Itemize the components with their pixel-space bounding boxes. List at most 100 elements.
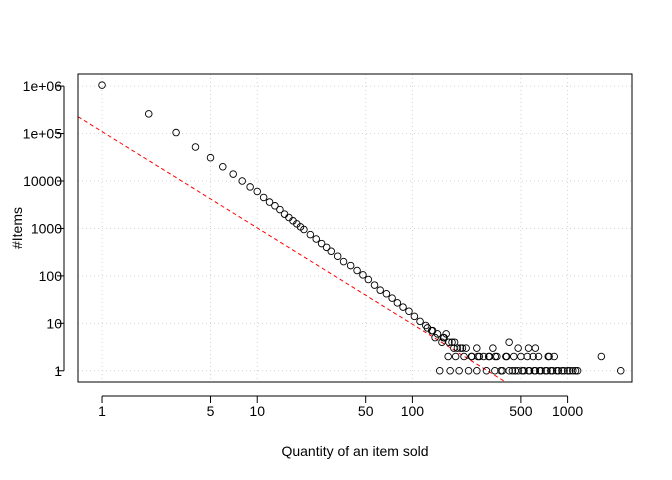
data-point xyxy=(359,271,367,279)
data-point xyxy=(541,367,550,375)
data-point xyxy=(545,352,553,361)
data-point xyxy=(502,352,510,361)
data-point xyxy=(524,367,533,375)
data-point xyxy=(399,303,407,311)
data-point xyxy=(484,352,493,361)
fit-line-group xyxy=(78,116,507,382)
data-point xyxy=(534,352,543,361)
fit-line xyxy=(78,116,507,382)
data-point xyxy=(524,344,533,352)
data-point xyxy=(191,143,200,151)
data-point xyxy=(510,352,518,361)
data-point xyxy=(473,367,481,375)
data-point xyxy=(451,352,460,361)
data-point xyxy=(571,367,580,375)
data-point xyxy=(573,367,582,375)
data-point xyxy=(446,367,454,375)
data-point xyxy=(455,367,463,375)
data-point xyxy=(514,344,522,352)
y-tick-label: 100 xyxy=(39,268,63,284)
data-point xyxy=(479,352,488,361)
data-point xyxy=(339,257,348,266)
x-tick-label: 10 xyxy=(249,403,265,419)
data-point xyxy=(462,344,470,352)
x-tick-label: 50 xyxy=(358,403,374,419)
data-point xyxy=(219,162,227,171)
data-point xyxy=(333,252,342,260)
y-axis: 1 10 100 1000 10000 1e+05 1e+06 xyxy=(23,78,65,379)
data-point xyxy=(491,367,499,375)
data-point xyxy=(422,321,430,330)
data-point xyxy=(238,177,246,185)
grid xyxy=(78,74,632,382)
data-point xyxy=(529,352,537,361)
data-point xyxy=(388,294,396,302)
y-tick-label: 1e+06 xyxy=(23,78,63,94)
x-tick-label: 1000 xyxy=(552,403,583,419)
data-point xyxy=(505,338,513,346)
data-point xyxy=(306,230,315,239)
data-point xyxy=(276,205,284,214)
data-point xyxy=(172,128,180,137)
data-point xyxy=(382,290,391,298)
data-point xyxy=(428,326,437,335)
data-point xyxy=(450,338,459,346)
data-point xyxy=(597,352,606,361)
data-point xyxy=(410,312,419,321)
data-point xyxy=(473,344,481,352)
data-point xyxy=(435,367,444,375)
y-tick-label: 1 xyxy=(54,363,62,379)
data-point xyxy=(531,344,540,352)
data-point xyxy=(566,367,574,375)
data-point xyxy=(442,330,450,338)
data-point xyxy=(431,333,439,342)
data-point xyxy=(353,266,361,275)
data-point xyxy=(569,367,577,375)
x-tick-label: 5 xyxy=(207,403,215,419)
plot-box xyxy=(77,73,633,383)
data-point xyxy=(98,81,106,89)
data-point xyxy=(312,235,320,243)
data-point xyxy=(493,352,501,361)
data-point xyxy=(265,198,274,206)
data-point xyxy=(558,367,566,375)
data-point xyxy=(467,352,476,361)
x-axis-title: Quantity of an item sold xyxy=(281,443,428,459)
data-point xyxy=(530,367,539,375)
data-point xyxy=(364,275,373,284)
data-point xyxy=(464,367,473,375)
data-point xyxy=(450,344,458,352)
data-point xyxy=(246,183,254,191)
data-point xyxy=(547,367,555,375)
data-point xyxy=(317,239,326,248)
data-point xyxy=(523,352,532,361)
data-point xyxy=(440,333,448,342)
data-point xyxy=(489,344,497,352)
x-tick-label: 500 xyxy=(509,403,533,419)
data-point xyxy=(552,367,561,375)
data-point xyxy=(253,187,261,196)
data-point xyxy=(416,317,424,326)
data-point xyxy=(616,367,625,375)
data-point xyxy=(322,243,331,252)
data-point xyxy=(482,367,491,375)
data-point xyxy=(563,367,572,375)
x-tick-label: 1 xyxy=(98,403,106,419)
data-point xyxy=(346,261,355,270)
data-point xyxy=(550,352,558,361)
data-point xyxy=(300,225,308,234)
data-point xyxy=(259,193,268,202)
y-axis-title: #Items xyxy=(9,207,25,249)
data-point xyxy=(453,344,462,352)
y-tick-label: 10 xyxy=(46,315,62,331)
y-tick-label: 1000 xyxy=(31,220,62,236)
y-tick-label: 1e+05 xyxy=(23,126,63,142)
data-point xyxy=(229,170,237,178)
data-point xyxy=(376,286,384,294)
data-point xyxy=(280,210,289,218)
x-axis: 1 5 10 50 100 500 1000 xyxy=(98,395,583,419)
data-point xyxy=(145,110,153,118)
data-points xyxy=(98,81,625,375)
data-point xyxy=(271,202,279,210)
